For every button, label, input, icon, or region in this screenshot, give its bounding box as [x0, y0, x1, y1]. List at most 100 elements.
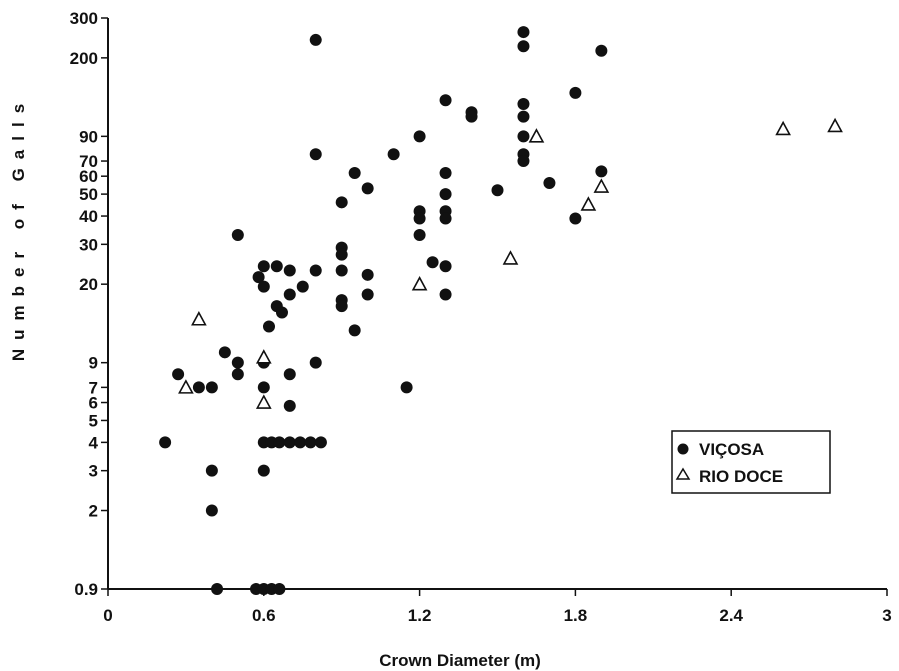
point-vicosa: [252, 271, 265, 284]
point-vicosa: [231, 356, 244, 369]
y-tick-label: 70: [79, 152, 98, 171]
y-tick-label: 7: [89, 378, 98, 397]
point-vicosa: [439, 94, 452, 107]
point-vicosa: [211, 583, 224, 595]
point-vicosa: [543, 176, 556, 189]
point-vicosa: [172, 368, 185, 381]
point-vicosa: [270, 260, 283, 273]
point-vicosa: [439, 166, 452, 179]
y-tick-label: 40: [79, 207, 98, 226]
y-tick-label: 60: [79, 167, 98, 186]
legend-marker-vicosa: [677, 443, 689, 455]
point-vicosa: [262, 320, 275, 333]
legend-marker-rio-doce: [675, 467, 691, 480]
point-vicosa: [439, 288, 452, 301]
point-rio-doce: [528, 128, 545, 143]
point-vicosa: [517, 130, 530, 143]
point-vicosa: [205, 464, 218, 477]
y-tick-label: 50: [79, 185, 98, 204]
point-vicosa: [595, 165, 608, 178]
point-vicosa: [413, 228, 426, 241]
point-rio-doce: [411, 276, 428, 291]
y-tick-label: 30: [79, 235, 98, 254]
point-vicosa: [283, 399, 296, 412]
legend: VIÇOSA RIO DOCE: [671, 430, 831, 494]
point-vicosa: [294, 436, 307, 449]
point-vicosa: [439, 260, 452, 273]
y-tick-label: 90: [79, 127, 98, 146]
x-tick-label: 0: [103, 606, 112, 625]
point-vicosa: [314, 436, 327, 449]
point-vicosa: [413, 212, 426, 225]
legend-label-rio-doce: RIO DOCE: [699, 467, 783, 486]
x-tick-label: 1.8: [564, 606, 588, 625]
point-vicosa: [192, 381, 205, 394]
point-vicosa: [273, 583, 286, 595]
point-vicosa: [309, 356, 322, 369]
point-vicosa: [569, 86, 582, 99]
point-vicosa: [257, 464, 270, 477]
point-vicosa: [275, 306, 288, 319]
point-vicosa: [426, 256, 439, 269]
y-axis-title: Number of Galls: [9, 95, 28, 361]
point-vicosa: [517, 26, 530, 39]
point-rio-doce: [178, 379, 194, 394]
point-vicosa: [257, 280, 270, 293]
point-vicosa: [335, 264, 348, 277]
legend-box: [671, 430, 831, 494]
point-vicosa: [231, 228, 244, 241]
x-tick-labels: 0 0.6 1.2 1.8 2.4 3: [103, 606, 891, 625]
point-vicosa: [205, 504, 218, 517]
point-vicosa: [348, 324, 361, 337]
x-axis-title: Crown Diameter (m): [379, 651, 541, 670]
point-vicosa: [159, 436, 172, 449]
point-vicosa: [257, 381, 270, 394]
point-vicosa: [465, 110, 478, 123]
point-vicosa: [283, 288, 296, 301]
point-vicosa: [439, 212, 452, 225]
x-tick-label: 0.6: [252, 606, 276, 625]
y-tick-label: 4: [89, 433, 99, 452]
point-vicosa: [231, 368, 244, 381]
point-vicosa: [205, 381, 218, 394]
y-tick-label: 6: [89, 394, 98, 413]
point-vicosa: [283, 436, 296, 449]
point-vicosa: [309, 148, 322, 161]
point-vicosa: [283, 264, 296, 277]
y-tick-label: 0.9: [74, 580, 98, 599]
point-vicosa: [517, 98, 530, 111]
point-vicosa: [218, 346, 231, 359]
point-vicosa: [309, 33, 322, 46]
point-vicosa: [491, 184, 504, 197]
y-tick-label: 20: [79, 275, 98, 294]
y-tick-label: 9: [89, 354, 98, 373]
x-tick-label: 1.2: [408, 606, 432, 625]
point-vicosa: [387, 148, 400, 161]
y-tick-label: 2: [89, 502, 98, 521]
point-vicosa: [517, 110, 530, 123]
point-vicosa: [517, 155, 530, 168]
point-vicosa: [348, 166, 361, 179]
point-vicosa: [569, 212, 582, 225]
y-tick-label: 300: [70, 9, 98, 28]
point-vicosa: [335, 196, 348, 209]
point-vicosa: [439, 188, 452, 201]
point-vicosa: [304, 436, 317, 449]
point-vicosa: [257, 260, 270, 273]
point-rio-doce: [775, 120, 791, 136]
point-rio-doce: [255, 349, 272, 364]
x-tick-label: 3: [882, 606, 891, 625]
point-vicosa: [283, 368, 296, 381]
point-rio-doce: [580, 196, 597, 211]
y-tick-label: 5: [89, 411, 98, 430]
y-tick-label: 3: [89, 462, 98, 481]
legend-label-vicosa: VIÇOSA: [699, 440, 764, 459]
point-vicosa: [361, 182, 374, 195]
point-vicosa: [400, 381, 413, 394]
point-vicosa: [413, 130, 426, 143]
point-rio-doce: [255, 394, 272, 409]
point-rio-doce: [593, 178, 610, 193]
point-vicosa: [361, 288, 374, 301]
